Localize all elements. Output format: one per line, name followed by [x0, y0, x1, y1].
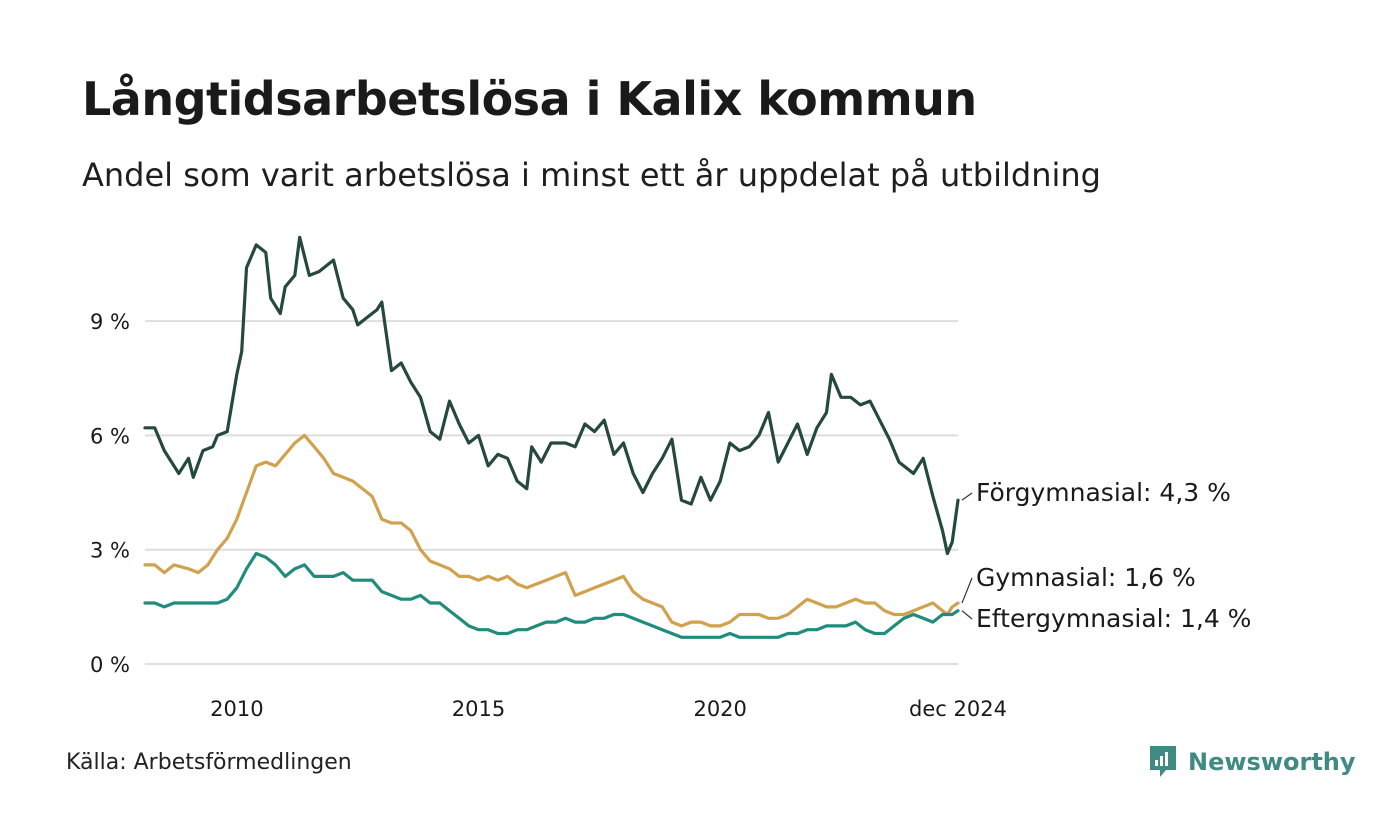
series-line-eftergymnasial: [143, 551, 960, 639]
label-leader-line: [961, 610, 973, 620]
x-tick-label: 2015: [452, 697, 505, 721]
x-tick-label: dec 2024: [909, 697, 1007, 721]
x-tick-label: 2020: [693, 697, 746, 721]
series-line-gymnasial: [143, 433, 960, 628]
chart-title: Långtidsarbetslösa i Kalix kommun: [82, 72, 977, 126]
brand-logo[interactable]: Newsworthy: [1148, 744, 1356, 780]
series-line-förgymnasial: [143, 235, 960, 556]
chart-subtitle: Andel som varit arbetslösa i minst ett å…: [82, 156, 1101, 194]
series-label-eftergymnasial: Eftergymnasial: 1,4 %: [976, 604, 1251, 633]
source-note: Källa: Arbetsförmedlingen: [66, 750, 352, 775]
y-tick-label: 0 %: [90, 653, 130, 677]
label-leader-line: [961, 577, 973, 604]
newsworthy-logo-icon: [1150, 746, 1176, 777]
y-tick-label: 3 %: [90, 539, 130, 563]
y-tick-label: 6 %: [90, 424, 130, 448]
x-tick-label: 2010: [210, 697, 263, 721]
label-leader-line: [961, 492, 973, 501]
brand-name: Newsworthy: [1188, 748, 1356, 776]
series-label-förgymnasial: Förgymnasial: 4,3 %: [976, 478, 1231, 507]
series-label-gymnasial: Gymnasial: 1,6 %: [976, 563, 1196, 592]
y-tick-label: 9 %: [90, 310, 130, 334]
